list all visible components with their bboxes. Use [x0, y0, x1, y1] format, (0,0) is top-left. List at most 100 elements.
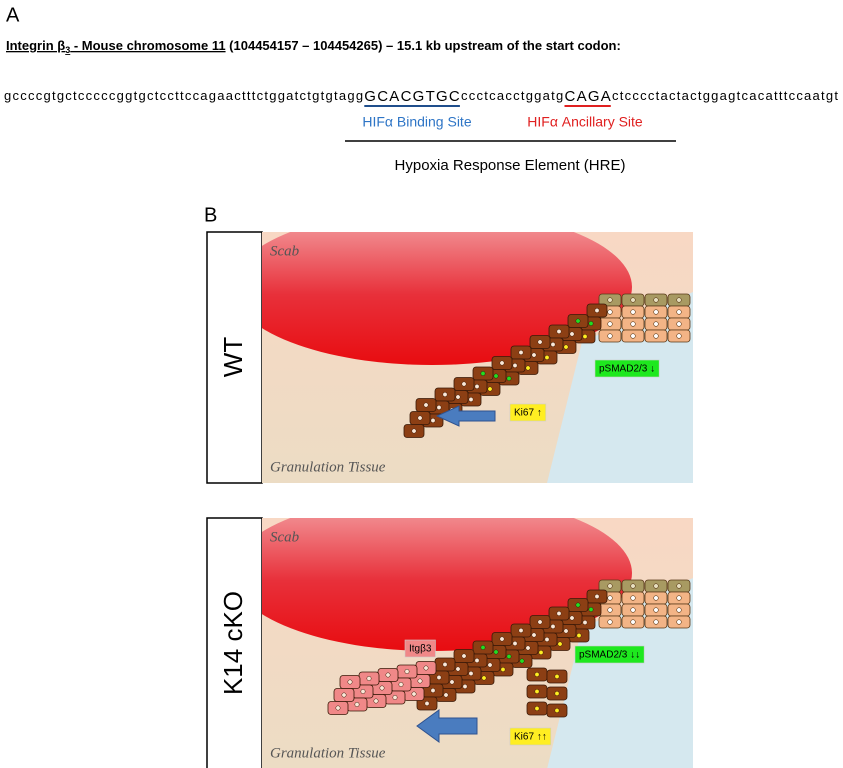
- scab-label: Scab: [270, 243, 300, 259]
- nucleus: [443, 392, 447, 396]
- nucleus: [513, 641, 517, 645]
- title-location: - Mouse chromosome 11: [70, 38, 225, 53]
- seq-before: gccccgtgctcccccggtgctccttccagaactttctgga…: [4, 88, 363, 103]
- tissue-label: Granulation Tissue: [270, 459, 386, 475]
- nucleus: [412, 692, 416, 696]
- nucleus: [631, 298, 636, 303]
- nucleus: [494, 374, 498, 378]
- nucleus: [654, 608, 659, 613]
- nucleus: [482, 676, 486, 680]
- nucleus: [481, 371, 485, 375]
- nucleus: [456, 667, 460, 671]
- figure: A Integrin β3 - Mouse chromosome 11 (104…: [0, 0, 843, 768]
- nucleus: [551, 624, 555, 628]
- nucleus: [425, 701, 429, 705]
- nucleus: [443, 662, 447, 666]
- nucleus: [654, 298, 659, 303]
- nucleus: [631, 584, 636, 589]
- nucleus: [475, 384, 479, 388]
- nucleus: [342, 693, 346, 697]
- nucleus: [437, 405, 441, 409]
- nucleus: [558, 642, 562, 646]
- nucleus: [576, 319, 580, 323]
- nucleus: [475, 658, 479, 662]
- nucleus: [507, 654, 511, 658]
- nucleus: [583, 620, 587, 624]
- nucleus: [519, 628, 523, 632]
- nucleus: [677, 584, 682, 589]
- nucleus: [589, 321, 593, 325]
- nucleus: [463, 684, 467, 688]
- nucleus: [608, 322, 613, 327]
- nucleus: [424, 403, 428, 407]
- nucleus: [677, 310, 682, 315]
- nucleus: [589, 607, 593, 611]
- nucleus: [367, 676, 371, 680]
- nucleus: [418, 679, 422, 683]
- nucleus: [654, 310, 659, 315]
- psmad-label: pSMAD2/3 ↓: [599, 364, 655, 375]
- nucleus: [608, 298, 613, 303]
- nucleus: [677, 322, 682, 327]
- nucleus: [631, 596, 636, 601]
- nucleus: [462, 654, 466, 658]
- nucleus: [418, 416, 422, 420]
- nucleus: [654, 322, 659, 327]
- nucleus: [444, 693, 448, 697]
- nucleus: [631, 310, 636, 315]
- nucleus: [437, 675, 441, 679]
- nucleus: [608, 584, 613, 589]
- psmad-label: pSMAD2/3 ↓↓: [579, 650, 640, 661]
- panel-label: B: [204, 204, 217, 226]
- nucleus: [355, 702, 359, 706]
- genotype-box: K14 cKO: [207, 518, 262, 768]
- nucleus: [608, 310, 613, 315]
- nucleus: [374, 699, 378, 703]
- tissue-label: Granulation Tissue: [270, 745, 386, 761]
- nucleus: [336, 706, 340, 710]
- nucleus: [520, 659, 524, 663]
- binding-label: HIFα Binding Site: [362, 114, 471, 130]
- nucleus: [564, 345, 568, 349]
- nucleus: [513, 363, 517, 367]
- nucleus: [555, 708, 559, 712]
- ki67-label: Ki67 ↑↑: [514, 732, 547, 743]
- nucleus: [654, 620, 659, 625]
- genotype-label: WT: [218, 337, 248, 378]
- nucleus: [431, 418, 435, 422]
- nucleus: [481, 645, 485, 649]
- nucleus: [501, 667, 505, 671]
- nucleus: [577, 633, 581, 637]
- itgb3-label: Itgβ3: [409, 644, 432, 655]
- title-detail: (104454157 – 104454265) – 15.1 kb upstre…: [226, 38, 621, 53]
- nucleus: [488, 663, 492, 667]
- nucleus: [595, 308, 599, 312]
- title-gene: Integrin β: [6, 38, 65, 53]
- nucleus: [551, 342, 555, 346]
- nucleus: [412, 429, 416, 433]
- nucleus: [535, 706, 539, 710]
- seq-ancillary: CAGA: [564, 88, 610, 105]
- seq-binding: GCACGTGC: [364, 88, 460, 105]
- title: Integrin β3 - Mouse chromosome 11 (10445…: [6, 38, 621, 55]
- nucleus: [631, 608, 636, 613]
- nucleus: [555, 691, 559, 695]
- ancillary-label: HIFα Ancillary Site: [527, 114, 643, 130]
- nucleus: [488, 387, 492, 391]
- nucleus: [535, 672, 539, 676]
- genotype-label: K14 cKO: [218, 591, 248, 695]
- nucleus: [348, 680, 352, 684]
- nucleus: [557, 611, 561, 615]
- nucleus: [654, 584, 659, 589]
- nucleus: [564, 629, 568, 633]
- nucleus: [494, 650, 498, 654]
- nucleus: [532, 633, 536, 637]
- nucleus: [545, 355, 549, 359]
- sequence: gccccgtgctcccccggtgctccttccagaactttctgga…: [4, 88, 838, 105]
- nucleus: [539, 650, 543, 654]
- nucleus: [545, 637, 549, 641]
- panel-label: A: [6, 4, 20, 26]
- nucleus: [519, 350, 523, 354]
- seq-middle: ccctcacctggatg: [461, 88, 563, 103]
